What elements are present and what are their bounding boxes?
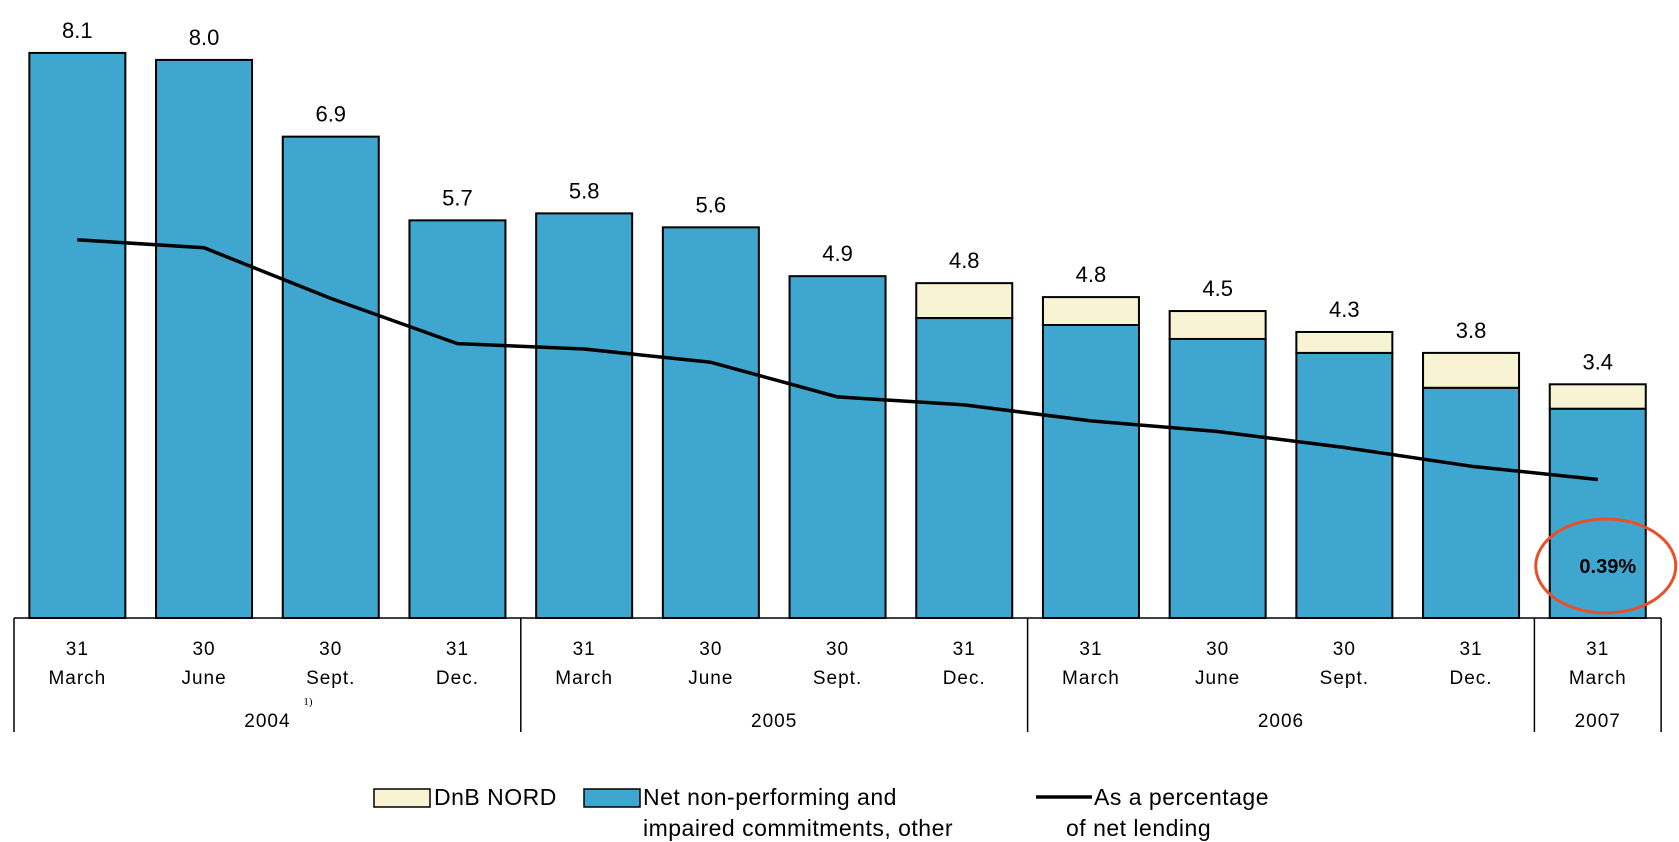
category-day-label-12: 31 [1586, 639, 1609, 660]
category-day-label-10: 30 [1333, 639, 1356, 660]
legend-swatch-other [583, 788, 641, 808]
total-label-9: 4.5 [1202, 276, 1233, 301]
bar-other-4 [535, 212, 634, 619]
category-month-label-8: March [1062, 668, 1120, 689]
category-axis: 31 March 30 June 30 Sept. 31 Dec. 31 March 30 June 3… [13, 617, 1662, 732]
category-day-label-1: 30 [192, 639, 215, 660]
category-month-label-9: June [1195, 668, 1240, 689]
bar-other-12 [1548, 407, 1647, 620]
bar-other-7 [915, 317, 1014, 619]
total-label-4: 5.8 [569, 178, 600, 203]
bar-other-0 [28, 51, 127, 619]
bar-dnb-nord-11 [1422, 351, 1521, 389]
total-label-0: 8.1 [62, 18, 93, 43]
category-day-label-2: 30 [319, 639, 342, 660]
category-day-label-7: 31 [953, 639, 976, 660]
category-day-label-3: 31 [446, 639, 469, 660]
legend-swatch-dnb-nord [373, 788, 431, 808]
line-layer [77, 238, 1598, 482]
total-label-2: 6.9 [315, 102, 346, 127]
bar-other-5 [661, 226, 760, 619]
total-labels-layer: 8.1 8.0 6.9 5.7 5.8 5.6 4.9 4.8 4.8 4.5 4.3 3.8 3.4 [62, 18, 1613, 374]
category-day-label-4: 31 [573, 639, 596, 660]
annotation-highlight-ellipse [1534, 517, 1678, 615]
category-month-label-2: Sept. [306, 668, 355, 689]
bars-layer [28, 51, 1647, 620]
legend-label-percentage-line1: As a percentage [1094, 784, 1269, 810]
category-day-label-9: 30 [1206, 639, 1229, 660]
bar-other-9 [1168, 337, 1267, 619]
year-label-2005: 2005 [751, 711, 797, 732]
bar-dnb-nord-8 [1041, 296, 1140, 327]
category-month-label-0: March [48, 668, 106, 689]
total-label-1: 8.0 [189, 25, 220, 50]
category-month-label-1: June [181, 668, 226, 689]
category-month-label-6: Sept. [813, 668, 862, 689]
year-footnote-2004: 1) [303, 696, 313, 708]
legend-label-dnb-nord: DnB NORD [434, 784, 557, 810]
legend: DnB NORD Net non-performing and impaired c… [373, 784, 1269, 841]
total-label-7: 4.8 [949, 248, 980, 273]
total-label-12: 3.4 [1582, 349, 1613, 374]
annotation-layer: 0.39% [1534, 517, 1678, 615]
year-label-2006: 2006 [1258, 711, 1304, 732]
bar-other-6 [788, 275, 887, 619]
bar-dnb-nord-10 [1295, 330, 1394, 354]
legend-label-other-line1: Net non-performing and [643, 784, 897, 810]
category-day-label-11: 31 [1459, 639, 1482, 660]
category-month-label-11: Dec. [1450, 668, 1493, 689]
total-label-6: 4.9 [822, 241, 853, 266]
bar-other-2 [281, 135, 380, 619]
year-label-2004: 2004 [244, 711, 290, 732]
category-day-label-8: 31 [1079, 639, 1102, 660]
category-day-label-6: 30 [826, 639, 849, 660]
bar-other-3 [408, 219, 507, 619]
bar-other-1 [155, 58, 254, 619]
total-label-3: 5.7 [442, 185, 473, 210]
bar-other-11 [1422, 386, 1521, 619]
bar-dnb-nord-7 [915, 282, 1014, 320]
total-label-8: 4.8 [1076, 262, 1107, 287]
total-label-11: 3.8 [1456, 318, 1487, 343]
annotation-label: 0.39% [1579, 556, 1636, 578]
category-month-label-3: Dec. [436, 668, 479, 689]
total-label-5: 5.6 [696, 192, 727, 217]
category-day-label-5: 30 [699, 639, 722, 660]
category-month-label-4: March [555, 668, 613, 689]
bar-dnb-nord-12 [1548, 383, 1647, 410]
category-month-label-5: June [688, 668, 733, 689]
category-month-label-12: March [1569, 668, 1627, 689]
category-day-label-0: 31 [66, 639, 89, 660]
year-label-2007: 2007 [1575, 711, 1621, 732]
legend-label-percentage-line2: of net lending [1066, 815, 1211, 841]
bar-other-8 [1041, 324, 1140, 619]
category-month-label-10: Sept. [1320, 668, 1369, 689]
legend-label-other-line2: impaired commitments, other [643, 815, 953, 841]
bar-other-10 [1295, 351, 1394, 619]
bar-dnb-nord-9 [1168, 310, 1267, 340]
total-label-10: 4.3 [1329, 297, 1360, 322]
category-month-label-7: Dec. [943, 668, 986, 689]
